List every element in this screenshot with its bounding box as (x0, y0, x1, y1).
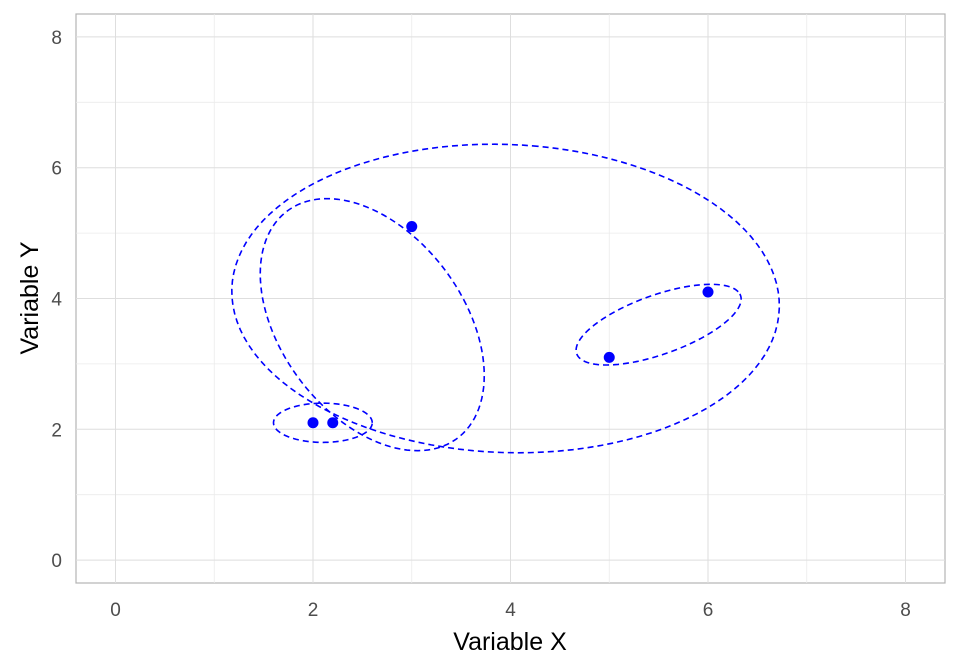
y-tick-label: 0 (51, 551, 62, 572)
point-layer (307, 221, 714, 429)
confidence-ellipse (272, 402, 374, 444)
data-point (406, 221, 418, 233)
data-point (702, 286, 714, 298)
data-point (603, 351, 615, 363)
y-tick-labels: 0 2 4 6 8 (51, 28, 62, 572)
y-tick-label: 6 (51, 159, 62, 180)
x-axis-title: Variable X (453, 628, 567, 656)
y-axis-title: Variable Y (16, 241, 44, 354)
x-tick-label: 2 (308, 600, 319, 621)
y-tick-label: 2 (51, 420, 62, 441)
major-gridlines (76, 14, 945, 583)
x-tick-label: 6 (703, 600, 714, 621)
x-tick-labels: 0 2 4 6 8 (110, 600, 911, 621)
confidence-ellipse (575, 283, 742, 366)
data-point (307, 417, 319, 429)
confidence-ellipse (259, 197, 486, 452)
x-tick-label: 8 (900, 600, 911, 621)
confidence-ellipse (231, 143, 781, 454)
y-tick-label: 8 (51, 28, 62, 49)
ellipse-layer (231, 143, 781, 454)
data-point (327, 417, 339, 429)
x-tick-label: 4 (505, 600, 516, 621)
y-tick-label: 4 (51, 290, 62, 311)
x-tick-label: 0 (110, 600, 121, 621)
